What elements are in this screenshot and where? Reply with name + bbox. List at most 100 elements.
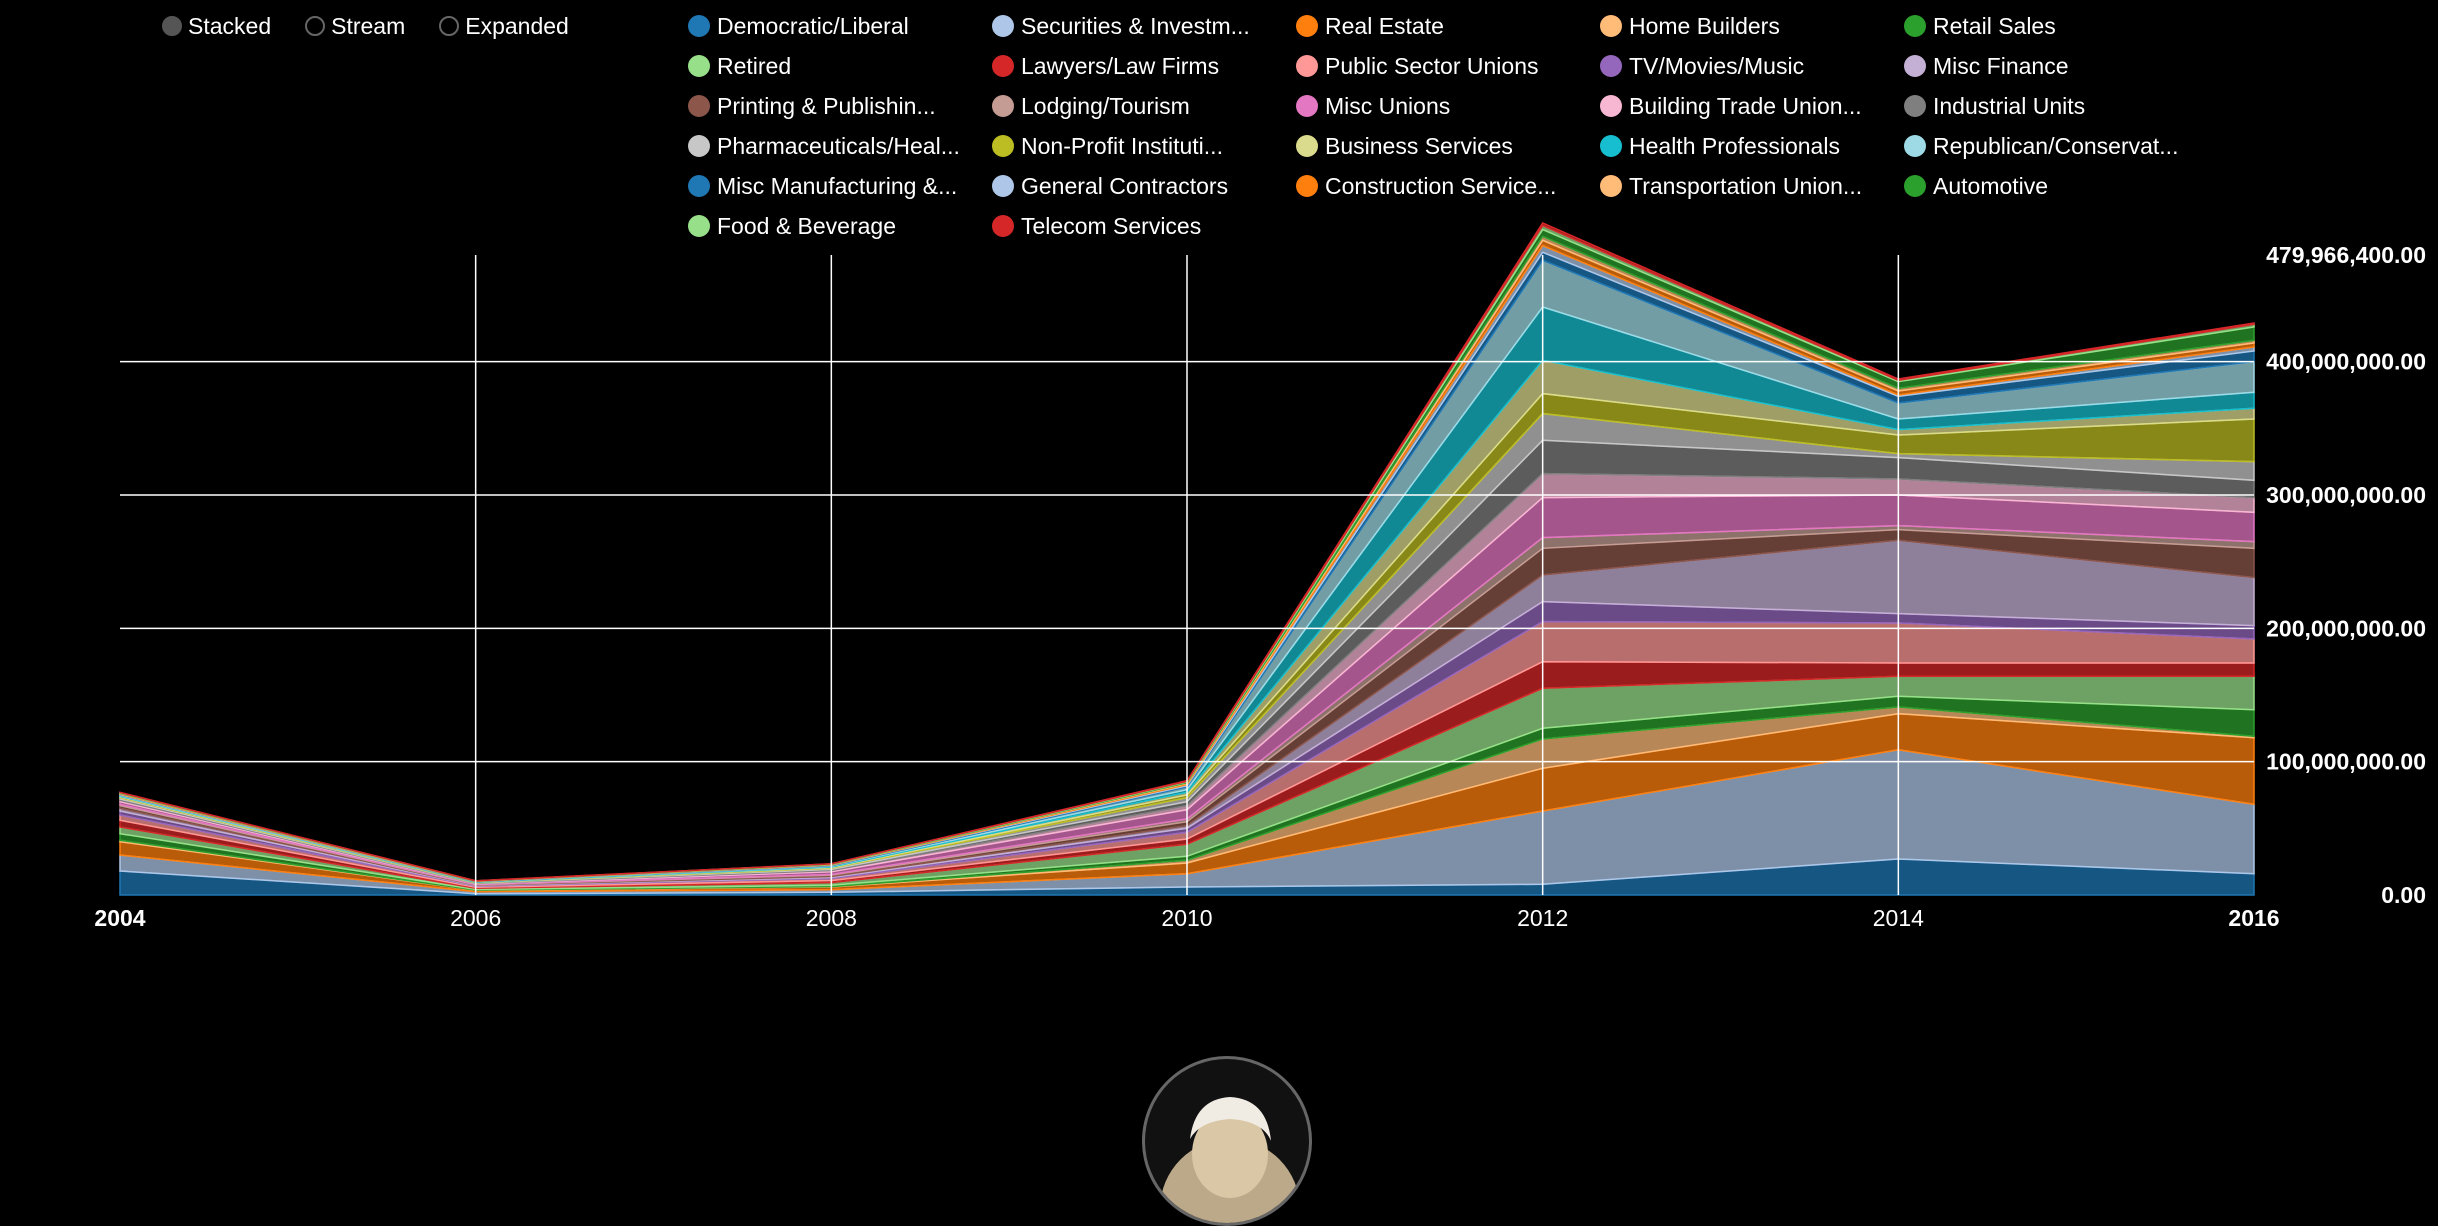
legend-swatch-icon: [688, 135, 710, 157]
x-tick-label: 2012: [1517, 905, 1568, 931]
legend-item[interactable]: Industrial Units: [1904, 90, 2208, 122]
mode-option-stacked[interactable]: Stacked: [162, 10, 271, 42]
y-tick-label: 0.00: [2381, 882, 2426, 908]
legend-item[interactable]: Retired: [688, 50, 992, 82]
legend-label: Securities & Investm...: [1021, 12, 1250, 39]
avatar: [1142, 1056, 1312, 1226]
mode-option-label: Stream: [331, 12, 406, 39]
legend-label: Non-Profit Instituti...: [1021, 132, 1223, 159]
legend-item[interactable]: Building Trade Union...: [1600, 90, 1904, 122]
legend-item[interactable]: Business Services: [1296, 130, 1600, 162]
legend-swatch-icon: [1600, 55, 1622, 77]
legend-swatch-icon: [992, 95, 1014, 117]
legend-swatch-icon: [1296, 175, 1318, 197]
legend-item[interactable]: Home Builders: [1600, 10, 1904, 42]
legend-swatch-icon: [1296, 15, 1318, 37]
legend-item[interactable]: Lodging/Tourism: [992, 90, 1296, 122]
portrait-icon: [1160, 1097, 1300, 1223]
legend-swatch-icon: [1296, 55, 1318, 77]
chart-mode-controls: Stacked Stream Expanded: [162, 10, 603, 42]
legend-swatch-icon: [992, 215, 1014, 237]
legend-label: Public Sector Unions: [1325, 52, 1539, 79]
legend-label: Industrial Units: [1933, 92, 2086, 119]
legend-item[interactable]: Securities & Investm...: [992, 10, 1296, 42]
legend-label: Real Estate: [1325, 12, 1444, 39]
x-tick-label: 2008: [806, 905, 857, 931]
legend-label: Home Builders: [1629, 12, 1780, 39]
legend-swatch-icon: [1600, 175, 1622, 197]
legend-item[interactable]: Republican/Conservat...: [1904, 130, 2208, 162]
legend-item[interactable]: Real Estate: [1296, 10, 1600, 42]
legend-swatch-icon: [688, 95, 710, 117]
legend-item[interactable]: TV/Movies/Music: [1600, 50, 1904, 82]
legend-label: Automotive: [1933, 172, 2049, 199]
area-series-26: [119, 222, 2255, 882]
legend-label: General Contractors: [1021, 172, 1229, 199]
mode-option-label: Stacked: [188, 12, 272, 39]
legend-swatch-icon: [688, 215, 710, 237]
legend-item[interactable]: Transportation Union...: [1600, 170, 1904, 202]
chart-legend: Democratic/Liberal Securities & Investm..…: [688, 10, 2208, 242]
legend-item[interactable]: Printing & Publishin...: [688, 90, 992, 122]
legend-label: Building Trade Union...: [1629, 92, 1862, 119]
legend-label: Transportation Union...: [1629, 172, 1863, 199]
legend-item[interactable]: Retail Sales: [1904, 10, 2208, 42]
y-tick-label: 100,000,000.00: [2266, 749, 2426, 775]
mode-option-stream[interactable]: Stream: [305, 10, 405, 42]
mode-option-label: Expanded: [465, 12, 569, 39]
legend-label: Construction Service...: [1325, 172, 1557, 199]
legend-item[interactable]: Misc Manufacturing &...: [688, 170, 992, 202]
legend-swatch-icon: [688, 175, 710, 197]
area-series-group: [119, 222, 2255, 896]
radio-icon: [439, 16, 460, 36]
legend-item[interactable]: Health Professionals: [1600, 130, 1904, 162]
legend-item[interactable]: Automotive: [1904, 170, 2208, 202]
y-tick-label: 200,000,000.00: [2266, 615, 2426, 641]
legend-swatch-icon: [1600, 15, 1622, 37]
legend-swatch-icon: [1904, 55, 1926, 77]
legend-label: Food & Beverage: [717, 212, 897, 239]
radio-icon: [305, 16, 326, 36]
legend-item[interactable]: Construction Service...: [1296, 170, 1600, 202]
legend-label: Republican/Conservat...: [1933, 132, 2179, 159]
legend-item[interactable]: Pharmaceuticals/Heal...: [688, 130, 992, 162]
x-tick-label: 2006: [450, 905, 501, 931]
legend-swatch-icon: [1296, 135, 1318, 157]
legend-swatch-icon: [992, 135, 1014, 157]
legend-item[interactable]: Telecom Services: [992, 210, 1296, 242]
legend-swatch-icon: [1600, 135, 1622, 157]
y-tick-label: 400,000,000.00: [2266, 349, 2426, 375]
legend-label: Democratic/Liberal: [717, 12, 909, 39]
legend-label: Misc Manufacturing &...: [717, 172, 958, 199]
legend-label: Retail Sales: [1933, 12, 2056, 39]
legend-item[interactable]: Misc Unions: [1296, 90, 1600, 122]
y-tick-label: 300,000,000.00: [2266, 482, 2426, 508]
legend-item[interactable]: Non-Profit Instituti...: [992, 130, 1296, 162]
y-tick-label: 479,966,400.00: [2266, 242, 2426, 268]
stacked-area-chart: 2004 2006 2008 2010 2012 2014 2016 0.00 100,000,…: [94, 222, 2426, 931]
x-tick-label: 2016: [2228, 905, 2279, 931]
mode-option-expanded[interactable]: Expanded: [439, 10, 569, 42]
legend-item[interactable]: Food & Beverage: [688, 210, 992, 242]
legend-label: Lodging/Tourism: [1021, 92, 1190, 119]
radio-icon: [162, 16, 182, 36]
legend-swatch-icon: [688, 15, 710, 37]
legend-swatch-icon: [1904, 175, 1926, 197]
legend-swatch-icon: [992, 55, 1014, 77]
legend-label: Printing & Publishin...: [717, 92, 936, 119]
legend-swatch-icon: [1296, 95, 1318, 117]
legend-label: Telecom Services: [1021, 212, 1202, 239]
legend-swatch-icon: [1904, 15, 1926, 37]
x-tick-label: 2014: [1873, 905, 1924, 931]
legend-item[interactable]: Democratic/Liberal: [688, 10, 992, 42]
legend-label: Retired: [717, 52, 792, 79]
legend-swatch-icon: [1600, 95, 1622, 117]
x-tick-label: 2010: [1161, 905, 1212, 931]
legend-item[interactable]: Misc Finance: [1904, 50, 2208, 82]
legend-item[interactable]: Lawyers/Law Firms: [992, 50, 1296, 82]
legend-label: Lawyers/Law Firms: [1021, 52, 1220, 79]
legend-item[interactable]: General Contractors: [992, 170, 1296, 202]
legend-item[interactable]: Public Sector Unions: [1296, 50, 1600, 82]
legend-label: Misc Unions: [1325, 92, 1451, 119]
gridlines: [120, 255, 2254, 895]
